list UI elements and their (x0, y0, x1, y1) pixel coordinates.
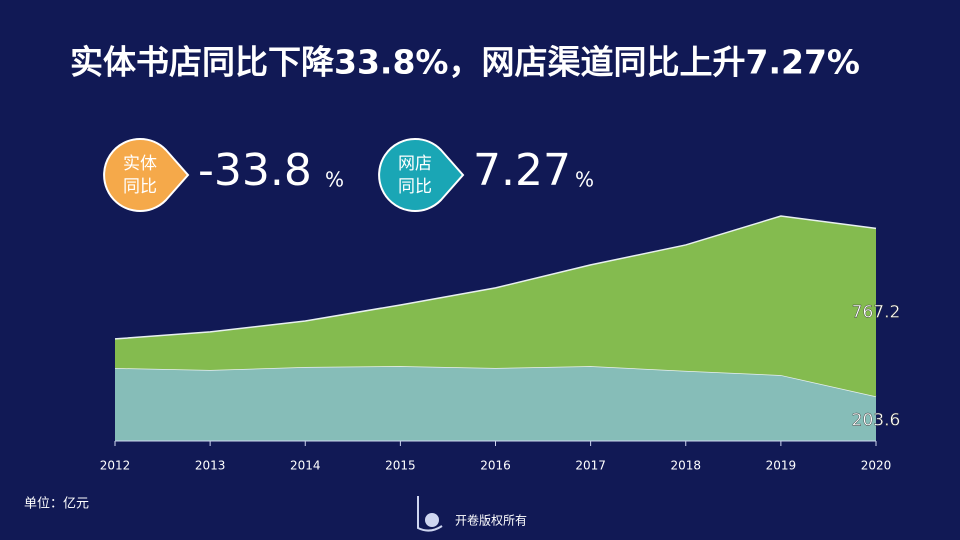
badge-unit: % (575, 168, 594, 192)
badge-value: 7.27 (473, 145, 571, 196)
badge-shape (103, 137, 190, 212)
x-tick-label: 2017 (575, 459, 606, 473)
area (115, 216, 876, 397)
unit-note: 单位：亿元 (24, 497, 89, 512)
footer-logo (417, 496, 443, 532)
x-tick-label: 2020 (861, 459, 892, 473)
badge-label: 同比 (398, 177, 432, 197)
footer: 开卷版权所有 (455, 513, 527, 528)
badge-value: -33.8 (198, 145, 312, 196)
x-tick-label: 2013 (195, 459, 226, 473)
badge-label: 同比 (123, 177, 157, 197)
x-tick-label: 2019 (766, 459, 797, 473)
data-label: 767.2 (852, 302, 901, 322)
x-tick-label: 2012 (100, 459, 131, 473)
x-tick-label: 2014 (290, 459, 321, 473)
badge-shape (378, 137, 465, 212)
x-tick-label: 2016 (480, 459, 511, 473)
slide-title: 实体书店同比下降33.8%，网店渠道同比上升7.27% (70, 43, 860, 82)
data-label: 203.6 (852, 410, 901, 430)
badge-label: 实体 (123, 154, 157, 174)
x-tick-label: 2015 (385, 459, 416, 473)
x-tick-label: 2018 (670, 459, 701, 473)
area (115, 366, 876, 441)
badge-unit: % (325, 168, 344, 192)
plot: 203.6 767.2 2012 2013 2014 2015 2016 2017 2018 20… (100, 215, 901, 473)
badge-label: 网店 (398, 154, 432, 174)
area-edge (114, 215, 877, 340)
